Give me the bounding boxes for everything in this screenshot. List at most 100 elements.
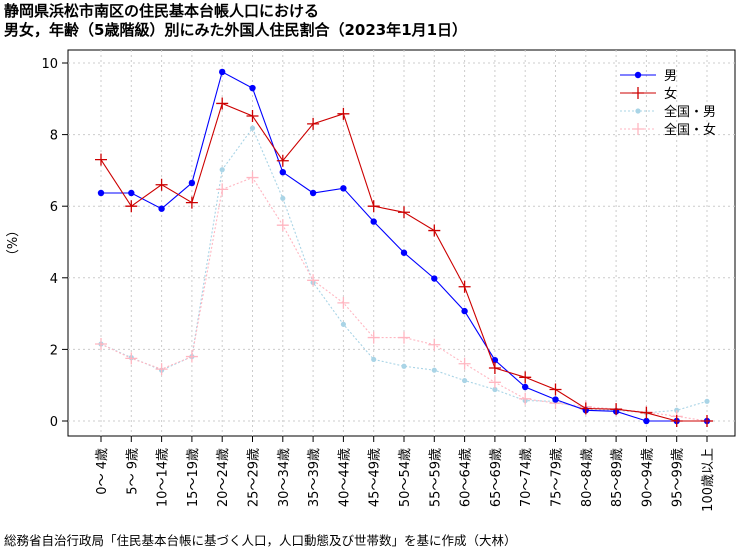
series-0-point: [188, 179, 196, 187]
series-3-point: [488, 376, 501, 389]
x-tick-label: 0～ 4歳: [95, 448, 110, 495]
chart-title-line-1: 静岡県浜松市南区の住民基本台帳人口における: [4, 2, 320, 20]
x-tick-label: 40～44歳: [337, 448, 352, 507]
legend-marker: [634, 71, 642, 79]
x-tick-label: 10～14歳: [156, 448, 171, 507]
series-3-point: [458, 357, 471, 370]
series-2-point: [674, 407, 680, 413]
series-1-point: [367, 200, 380, 213]
y-axis-label: （%）: [6, 224, 21, 262]
series-0-point: [431, 275, 438, 282]
x-tick-label: 70～74歳: [519, 448, 534, 507]
x-tick-label: 25～29歳: [247, 448, 262, 507]
series-0-point: [249, 84, 256, 92]
x-tick-label: 90～94歳: [640, 448, 655, 507]
series-3-point: [398, 331, 410, 344]
x-tick-label: 100歳以上: [701, 448, 716, 512]
series-2-point: [219, 167, 225, 173]
series-0-point: [461, 307, 468, 315]
series-2-point: [704, 398, 710, 404]
series-2-point: [280, 195, 286, 201]
series-1-point: [276, 154, 289, 167]
x-tick-label: 75～79歳: [550, 448, 565, 507]
series-1-point: [155, 178, 168, 191]
x-tick-label: 45～49歳: [368, 448, 383, 507]
series-1-point: [428, 224, 441, 237]
series-1-point: [185, 196, 198, 209]
series-3-point: [125, 352, 138, 365]
series-0-point: [370, 218, 377, 225]
series-1-point: [307, 117, 320, 130]
legend-label: 男: [664, 69, 677, 84]
series-3-point: [307, 274, 320, 287]
y-tick-label: 10: [41, 57, 58, 72]
source-note: 総務省自治行政局「住民基本台帳に基づく人口，人口動態及び世帯数」を基に作成（大林…: [4, 533, 517, 548]
y-tick-label: 6: [50, 200, 58, 215]
series-0-point: [340, 185, 347, 192]
series-1-point: [216, 97, 229, 110]
series-2-point: [371, 356, 377, 363]
series-3-point: [216, 183, 229, 196]
legend-label: 全国・男: [664, 104, 716, 120]
series-1-point: [458, 280, 471, 293]
chart-title: 静岡県浜松市南区の住民基本台帳人口における 男女，年齢（5歳階級）別にみた外国人…: [4, 2, 467, 40]
legend-label: 全国・女: [664, 122, 716, 138]
x-tick-label: 95～99歳: [671, 448, 686, 507]
x-tick-label: 30～34歳: [277, 448, 292, 507]
series-line-3: [100, 176, 708, 422]
legend-marker: [635, 108, 641, 114]
series-1-point: [337, 107, 350, 120]
x-tick-label: 35～39歳: [307, 448, 322, 507]
series-3-point: [428, 338, 441, 351]
series-1-point: [246, 109, 259, 122]
y-tick-label: 2: [50, 343, 58, 358]
series-2-point: [462, 377, 468, 384]
x-tick-label: 65～69歳: [489, 448, 504, 507]
series-1-point: [519, 371, 532, 384]
series-1-point: [549, 383, 562, 396]
series-1-point: [701, 415, 713, 427]
series-0-point: [491, 356, 499, 364]
series-0-point: [158, 205, 165, 212]
x-tick-label: 85～89歳: [610, 448, 625, 507]
plot-frame: [67, 49, 736, 437]
series-1-point: [670, 415, 683, 427]
y-tick-label: 0: [50, 415, 58, 430]
series-1-point: [95, 153, 107, 166]
series-3-point: [519, 392, 532, 405]
y-tick-label: 4: [50, 272, 58, 287]
x-tick-label: 80～84歳: [580, 448, 595, 507]
series-1-point: [610, 403, 623, 416]
legend-marker: [632, 123, 644, 135]
series-0-point: [400, 249, 408, 256]
series-3-point: [155, 363, 168, 376]
series-1-point: [125, 200, 138, 213]
x-tick-label: 55～59歳: [428, 448, 443, 507]
x-tick-label: 50～54歳: [398, 448, 413, 507]
series-0-point: [552, 396, 559, 403]
x-tick-label: 60～64歳: [459, 448, 474, 507]
series-3-point: [276, 219, 289, 232]
series-1-point: [579, 402, 592, 415]
series-3-point: [337, 296, 350, 309]
chart-title-line-2: 男女，年齢（5歳階級）別にみた外国人住民割合（2023年1月1日）: [4, 21, 468, 39]
x-tick-label: 5～ 9歳: [125, 448, 140, 495]
series-1-point: [398, 206, 410, 219]
series-3-point: [95, 338, 107, 351]
series-2-point: [492, 386, 498, 393]
series-0-point: [97, 189, 105, 197]
series-0-point: [522, 383, 529, 391]
legend-marker: [632, 87, 644, 99]
series-1-point: [640, 406, 653, 419]
x-tick-label: 20～24歳: [216, 448, 231, 507]
series-0-point: [279, 168, 286, 176]
series-0-point: [219, 68, 226, 76]
series-3-point: [246, 171, 259, 184]
series-1-point: [488, 362, 501, 375]
x-tick-label: 15～19歳: [186, 448, 201, 507]
legend-label: 女: [664, 86, 677, 102]
series-2-point: [249, 125, 256, 131]
series-2-point: [431, 367, 437, 373]
series-0-point: [643, 417, 650, 425]
